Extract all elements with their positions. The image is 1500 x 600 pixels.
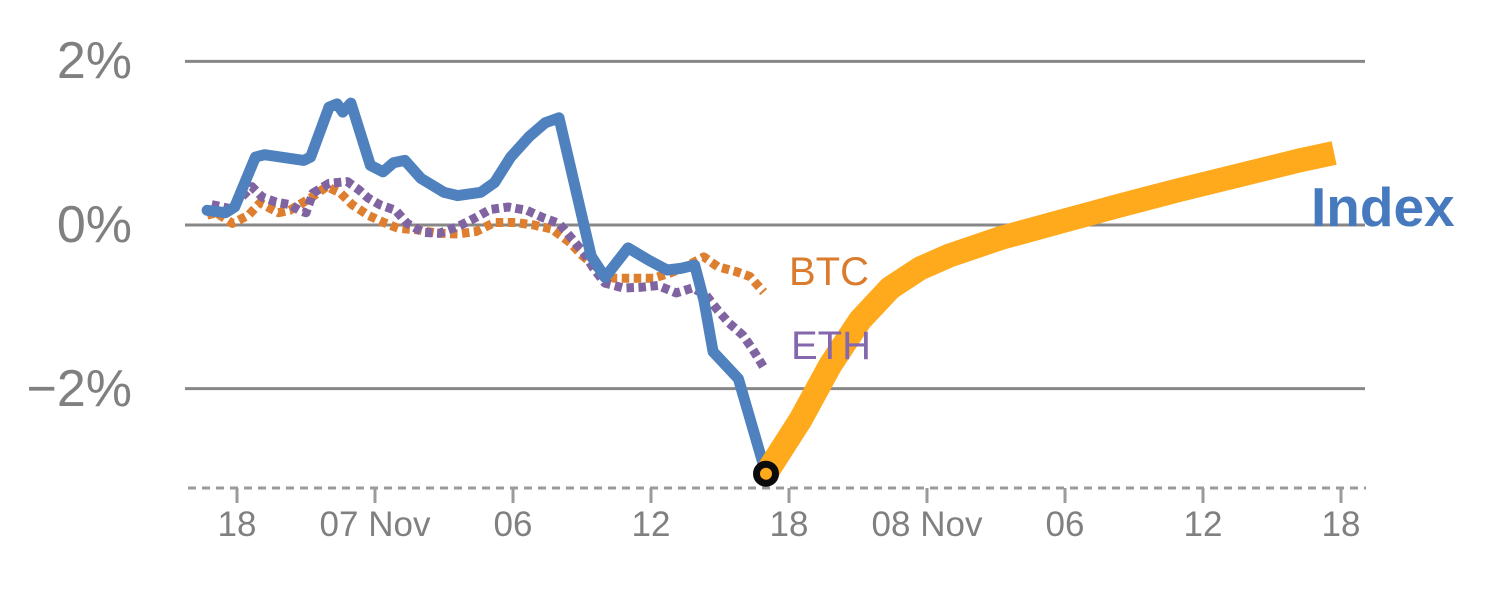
x-tick-label: 18: [217, 505, 257, 544]
x-tick-label: 06: [1045, 505, 1085, 544]
btc-series-label: BTC: [789, 250, 869, 294]
y-axis-label-minus2pct: −2%: [26, 360, 132, 418]
x-tick-label: 06: [493, 505, 533, 544]
x-tick-label: 12: [1183, 505, 1223, 544]
x-tick-label: 18: [1321, 505, 1361, 544]
x-tick-label: 08 Nov: [871, 505, 983, 544]
index-line: [201, 97, 772, 480]
eth-line: [210, 177, 768, 370]
eth-series-label: ETH: [791, 324, 871, 368]
x-tick-label: 18: [769, 505, 809, 544]
y-axis-label-2pct: 2%: [56, 32, 132, 90]
current-point-marker: [753, 460, 779, 487]
y-axis-label-0pct: 0%: [56, 196, 132, 254]
index-series-label: Index: [1311, 176, 1455, 238]
x-tick-label: 07 Nov: [319, 505, 431, 544]
x-tick-label: 12: [631, 505, 671, 544]
btc-line: [205, 182, 768, 296]
index-forecast-line: [755, 141, 1337, 481]
